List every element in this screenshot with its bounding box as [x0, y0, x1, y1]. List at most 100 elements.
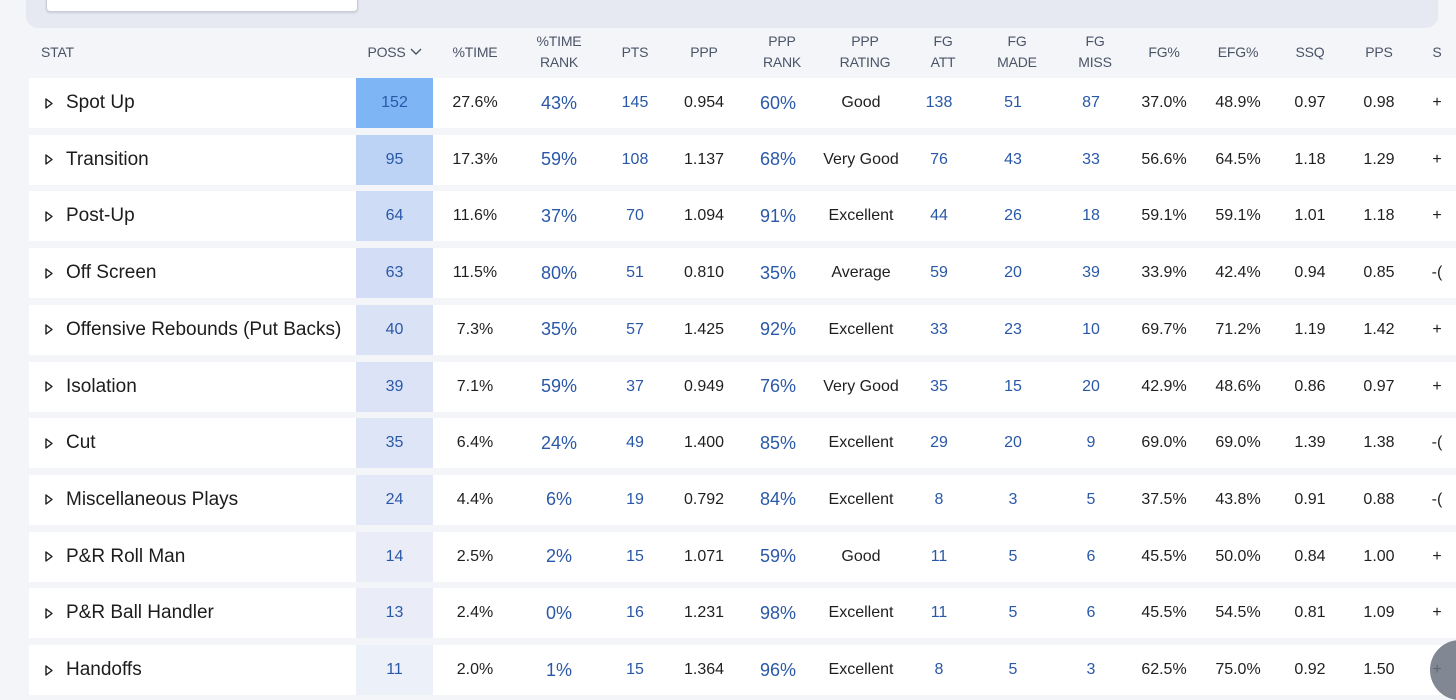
header-efg-pct[interactable]: EFG% — [1217, 43, 1259, 60]
cell-fg-made: 5 — [977, 588, 1049, 638]
expand-triangle-icon[interactable] — [45, 154, 53, 165]
cell-name[interactable]: Handoffs — [29, 645, 356, 695]
table-row[interactable]: Post-Up 64 11.6% 37% 70 1.094 91% Excellent 44 26… — [29, 191, 1456, 242]
cell-name[interactable]: P&R Ball Handler — [29, 588, 356, 638]
header-fg-made[interactable]: FG MADE — [997, 33, 1037, 70]
cell-pct-time: 27.6% — [433, 78, 517, 128]
poss-value: 40 — [385, 320, 404, 338]
table-row[interactable]: Miscellaneous Plays 24 4.4% 6% 19 0.792 84% Exc… — [29, 474, 1456, 525]
extra-value: + — [1432, 94, 1442, 111]
cell-ssq: 0.97 — [1275, 78, 1345, 128]
fg-miss-value: 6 — [1086, 604, 1096, 622]
table-row[interactable]: Cut 35 6.4% 24% 49 1.400 85% Excellent 29 20 9 69.0… — [29, 418, 1456, 469]
header-fg-pct[interactable]: FG% — [1148, 43, 1180, 60]
efg-pct-value: 48.9% — [1215, 94, 1261, 111]
pts-value: 15 — [626, 547, 644, 565]
expand-triangle-icon[interactable] — [45, 551, 53, 562]
cell-ppp-rating: Average — [811, 248, 911, 298]
cell-name[interactable]: Isolation — [29, 362, 356, 412]
pct-time-rank-value: 80% — [540, 262, 578, 283]
cell-fg-pct: 62.5% — [1127, 645, 1201, 695]
table-row[interactable]: Offensive Rebounds (Put Backs) 40 7.3% 35% 5… — [29, 304, 1456, 355]
cell-ppp-rating: Excellent — [811, 588, 911, 638]
cell-pct-time: 11.5% — [433, 248, 517, 298]
header-ssq[interactable]: SSQ — [1295, 43, 1325, 60]
expand-triangle-icon[interactable] — [45, 97, 53, 109]
cell-fg-pct: 45.5% — [1127, 532, 1201, 582]
cell-ppp: 1.364 — [669, 645, 739, 695]
expand-triangle-icon[interactable] — [45, 664, 53, 676]
cell-name[interactable]: Spot Up — [29, 78, 356, 128]
pct-time-value: 2.0% — [456, 661, 494, 678]
table-row[interactable]: Isolation 39 7.1% 59% 37 0.949 76% Very Good 35 1… — [29, 361, 1456, 412]
cell-name[interactable]: Off Screen — [29, 248, 356, 298]
header-pct-time[interactable]: %TIME — [452, 43, 498, 60]
pts-value: 15 — [626, 661, 644, 678]
table-row[interactable]: Spot Up 152 27.6% 43% 145 0.954 60% Good 138 51 87… — [29, 78, 1456, 128]
poss-value: 63 — [385, 264, 404, 282]
fg-att-value: 138 — [925, 94, 953, 111]
ssq-value: 0.86 — [1294, 377, 1326, 395]
cell-name[interactable]: Offensive Rebounds (Put Backs) — [29, 305, 356, 355]
ssq-value: 1.18 — [1294, 150, 1326, 168]
expand-triangle-icon[interactable] — [45, 494, 53, 506]
filter-dropdown[interactable] — [46, 0, 358, 12]
header-pps[interactable]: PPS — [1365, 43, 1393, 60]
expand-triangle-icon[interactable] — [45, 437, 53, 449]
header-cut-off[interactable]: S — [1432, 43, 1442, 60]
header-pct-time-rank[interactable]: %TIME RANK — [536, 33, 582, 70]
cell-name[interactable]: Transition — [29, 135, 356, 185]
expand-triangle-icon[interactable] — [45, 608, 53, 619]
cell-poss: 11 — [356, 645, 433, 695]
efg-pct-value: 75.0% — [1215, 661, 1261, 678]
cell-ppp-rank: 59% — [735, 532, 821, 582]
expand-triangle-icon[interactable] — [45, 267, 53, 279]
cell-fg-att: 11 — [901, 532, 977, 582]
table-row[interactable]: Handoffs 11 2.0% 1% 15 1.364 96% Excellent 8 5 3 62… — [29, 645, 1456, 695]
cell-pct-time: 4.4% — [433, 475, 517, 525]
pts-value: 108 — [621, 150, 649, 168]
cell-ppp: 0.810 — [669, 248, 739, 298]
table-row[interactable]: P&R Roll Man 14 2.5% 2% 15 1.071 59% Good 11 5 6 45… — [29, 531, 1456, 582]
poss-value: 95 — [385, 150, 404, 168]
ssq-value: 0.91 — [1294, 490, 1326, 508]
pps-value: 1.38 — [1363, 434, 1395, 452]
cell-name[interactable]: Cut — [29, 418, 356, 468]
cell-ppp: 1.137 — [669, 135, 739, 185]
cell-poss: 14 — [356, 531, 433, 582]
table-row[interactable]: Off Screen 63 11.5% 80% 51 0.810 35% Average 59 2… — [29, 248, 1456, 299]
fg-pct-value: 56.6% — [1141, 150, 1187, 168]
header-fg-miss[interactable]: FG MISS — [1078, 33, 1112, 70]
cell-name[interactable]: Post-Up — [29, 191, 356, 241]
cell-pps: 1.18 — [1345, 191, 1413, 241]
fg-made-value: 26 — [1004, 207, 1022, 225]
cell-extra: + — [1427, 588, 1447, 638]
fg-pct-value: 33.9% — [1141, 264, 1187, 282]
header-poss[interactable]: POSS — [356, 29, 433, 75]
cell-efg-pct: 75.0% — [1201, 645, 1275, 695]
cell-ppp-rating: Excellent — [811, 475, 911, 525]
efg-pct-value: 54.5% — [1215, 604, 1261, 622]
cell-fg-att: 76 — [901, 135, 977, 185]
header-ppp-rating[interactable]: PPP RATING — [839, 33, 891, 70]
table-row[interactable]: Transition 95 17.3% 59% 108 1.137 68% Very Good… — [29, 134, 1456, 185]
cell-efg-pct: 48.6% — [1201, 362, 1275, 412]
cell-name[interactable]: P&R Roll Man — [29, 532, 356, 582]
cell-pct-time-rank: 59% — [517, 362, 601, 412]
header-pts[interactable]: PTS — [621, 43, 649, 60]
cell-pps: 1.29 — [1345, 135, 1413, 185]
cell-ppp-rank: 91% — [735, 191, 821, 241]
header-ppp[interactable]: PPP — [690, 43, 718, 60]
table-row[interactable]: P&R Ball Handler 13 2.4% 0% 16 1.231 98% Excell… — [29, 588, 1456, 639]
header-stat[interactable]: STAT — [41, 43, 74, 60]
expand-triangle-icon[interactable] — [45, 211, 53, 222]
cell-ppp-rating: Excellent — [811, 645, 911, 695]
cell-name[interactable]: Miscellaneous Plays — [29, 475, 356, 525]
extra-value: -( — [1431, 264, 1443, 282]
header-fg-att[interactable]: FG ATT — [930, 33, 956, 70]
expand-triangle-icon[interactable] — [45, 324, 53, 335]
ppp-value: 1.071 — [683, 547, 725, 565]
header-ppp-rank[interactable]: PPP RANK — [762, 33, 802, 70]
cell-pts: 19 — [601, 475, 669, 525]
expand-triangle-icon[interactable] — [45, 381, 53, 392]
